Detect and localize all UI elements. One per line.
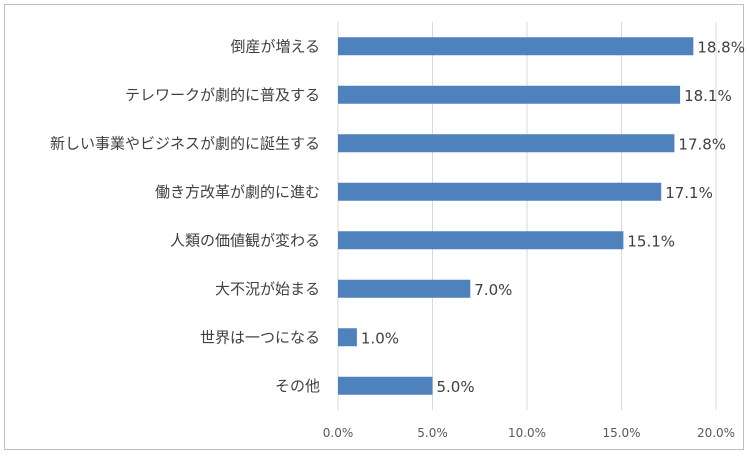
- category-label: 世界は一つになる: [200, 328, 320, 346]
- bar: [338, 134, 675, 153]
- x-tick-label: 5.0%: [417, 426, 448, 440]
- category-label: 新しい事業やビジネスが劇的に誕生する: [50, 134, 320, 152]
- bar: [338, 182, 662, 201]
- category-label: その他: [275, 377, 320, 395]
- value-label: 18.8%: [697, 38, 745, 56]
- category-label: 人類の価値観が変わる: [170, 231, 320, 249]
- bars: [338, 37, 694, 395]
- category-label: 倒産が増える: [230, 37, 320, 55]
- bar: [338, 231, 624, 250]
- value-label: 18.1%: [684, 87, 732, 105]
- bar: [338, 37, 694, 56]
- value-label: 17.8%: [678, 135, 726, 153]
- x-tick-label: 10.0%: [508, 426, 546, 440]
- chart-frame: [4, 4, 744, 450]
- bar: [338, 376, 433, 395]
- value-label: 17.1%: [665, 184, 713, 202]
- value-labels: 18.8% 18.1% 17.8% 17.1% 15.1% 7.0% 1.0% 5.0%: [361, 38, 745, 396]
- category-label: 働き方改革が劇的に進む: [155, 183, 320, 201]
- bar: [338, 328, 357, 347]
- x-tick-label: 15.0%: [602, 426, 640, 440]
- value-label: 1.0%: [361, 329, 399, 347]
- gridlines: [337, 22, 717, 410]
- x-tick-labels: 0.0% 5.0% 10.0% 15.0% 20.0%: [323, 426, 735, 440]
- category-label: 大不況が始まる: [215, 280, 320, 298]
- x-tick-label: 20.0%: [697, 426, 735, 440]
- value-label: 5.0%: [437, 378, 475, 396]
- bar: [338, 85, 681, 104]
- bar: [338, 279, 471, 298]
- x-tick-label: 0.0%: [323, 426, 354, 440]
- category-label: テレワークが劇的に普及する: [125, 86, 320, 104]
- value-label: 7.0%: [474, 281, 512, 299]
- category-labels: 倒産が増えるテレワークが劇的に普及する新しい事業やビジネスが劇的に誕生する働き方…: [50, 37, 320, 395]
- value-label: 15.1%: [627, 232, 675, 250]
